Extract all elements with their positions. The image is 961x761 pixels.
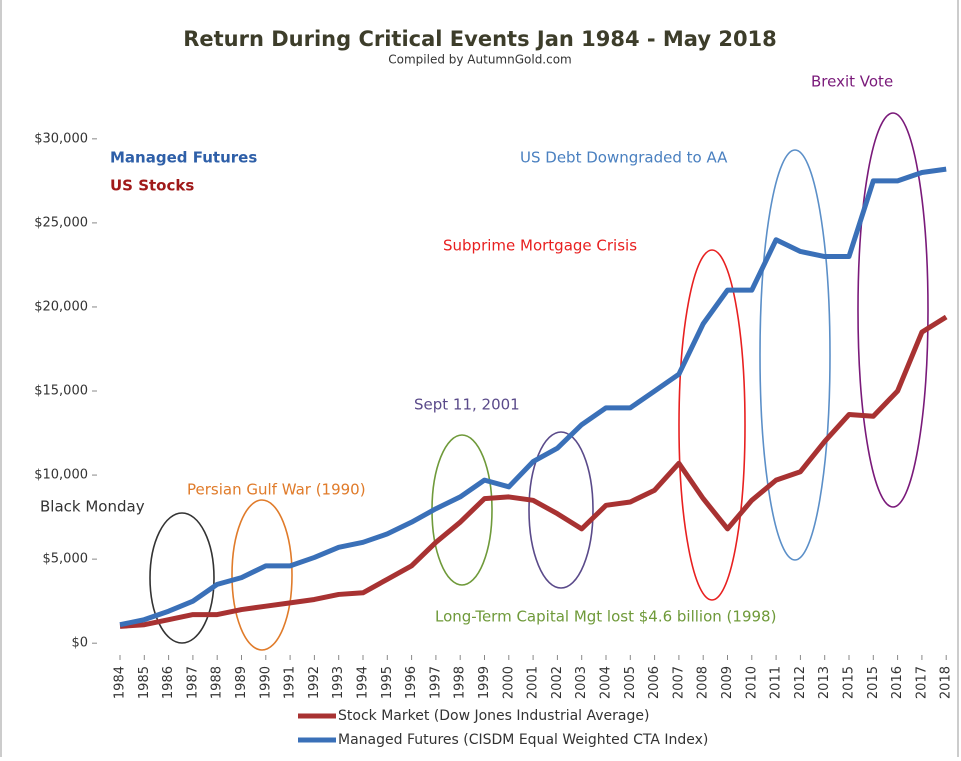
- ellipse: [149, 512, 215, 644]
- annotation: Persian Gulf War (1990): [187, 481, 366, 499]
- x-tick-label: 2001: [526, 666, 541, 699]
- x-tick-label: 2011: [769, 666, 784, 699]
- x-tick-label: 1999: [477, 666, 492, 699]
- x-tick-label: 2015: [842, 666, 857, 699]
- y-tick-label: $25,000: [34, 215, 88, 230]
- x-tick-label: 2017: [914, 666, 929, 699]
- series-line: [119, 314, 948, 629]
- chart-subtitle: Compiled by AutumnGold.com: [388, 53, 572, 67]
- y-tick-label: $10,000: [34, 468, 88, 483]
- x-tick-label: 1984: [113, 666, 128, 699]
- x-tick-label: 2002: [550, 666, 565, 699]
- x-tick-label: 1989: [234, 666, 249, 699]
- x-tick-label: 2008: [696, 666, 711, 699]
- x-tick-label: 2003: [574, 666, 589, 699]
- x-tick-label: 1986: [161, 666, 176, 699]
- annotation: Black Monday: [40, 498, 145, 516]
- x-tick-label: 1997: [428, 666, 443, 699]
- y-tick-label: $15,000: [34, 384, 88, 399]
- x-tick-label: 2007: [671, 666, 686, 699]
- annotation: US Debt Downgraded to AA: [520, 149, 728, 167]
- annotation: Long-Term Capital Mgt lost $4.6 billion …: [435, 608, 776, 626]
- annotation: Sept 11, 2001: [414, 396, 520, 414]
- x-tick-label: 1993: [331, 666, 346, 699]
- x-tick-label: 2009: [720, 666, 735, 699]
- legend-label: Managed Futures (CISDM Equal Weighted CT…: [338, 732, 708, 748]
- event-circles: [149, 112, 929, 651]
- y-tick-label: $20,000: [34, 299, 88, 314]
- annotation: Brexit Vote: [811, 73, 893, 91]
- x-tick-label: 1996: [404, 666, 419, 699]
- x-tick-label: 2004: [599, 666, 614, 699]
- x-tick-label: 1990: [258, 666, 273, 699]
- x-tick-label: 2013: [817, 666, 832, 699]
- x-tick-label: 2006: [647, 666, 662, 699]
- x-tick-label: 1995: [380, 666, 395, 699]
- x-tick-label: 1992: [307, 666, 322, 699]
- ellipse: [857, 112, 929, 508]
- y-tick-label: $5,000: [43, 552, 89, 567]
- ellipse: [759, 149, 831, 561]
- ellipse: [678, 249, 746, 601]
- x-tick-label: 2015: [866, 666, 881, 699]
- y-tick-label: $0: [71, 636, 88, 651]
- annotation: Subprime Mortgage Crisis: [443, 237, 637, 255]
- legend-label: Stock Market (Dow Jones Industrial Avera…: [338, 708, 649, 724]
- y-tick-label: $30,000: [34, 131, 88, 146]
- x-tick-label: 2016: [890, 666, 905, 699]
- annotation: Managed Futures: [110, 149, 257, 167]
- x-tick-label: 2000: [501, 666, 516, 699]
- x-tick-label: 2010: [744, 666, 759, 699]
- ellipse: [528, 431, 594, 589]
- x-tick-label: 2012: [793, 666, 808, 699]
- x-tick-label: 1994: [356, 666, 371, 699]
- x-tick-label: 1991: [283, 666, 298, 699]
- x-tick-label: 1998: [453, 666, 468, 699]
- x-tick-label: 1987: [185, 666, 200, 699]
- ellipse: [431, 434, 493, 586]
- x-tick-label: 1988: [210, 666, 225, 699]
- x-tick-label: 2005: [623, 666, 638, 699]
- x-tick-label: 2018: [939, 666, 954, 699]
- annotation: US Stocks: [110, 177, 194, 195]
- series-line: [119, 166, 947, 628]
- x-tick-label: 1985: [137, 666, 152, 699]
- ellipse: [231, 499, 293, 651]
- chart-title: Return During Critical Events Jan 1984 -…: [183, 27, 777, 51]
